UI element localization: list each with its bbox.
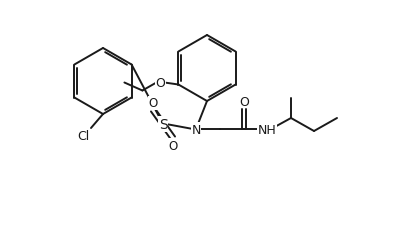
Text: O: O [168,139,178,152]
Text: O: O [148,97,158,110]
Text: N: N [191,123,201,136]
Text: NH: NH [258,123,277,136]
Text: Cl: Cl [77,129,89,142]
Text: S: S [159,118,167,131]
Text: O: O [156,77,165,90]
Text: O: O [239,95,249,108]
